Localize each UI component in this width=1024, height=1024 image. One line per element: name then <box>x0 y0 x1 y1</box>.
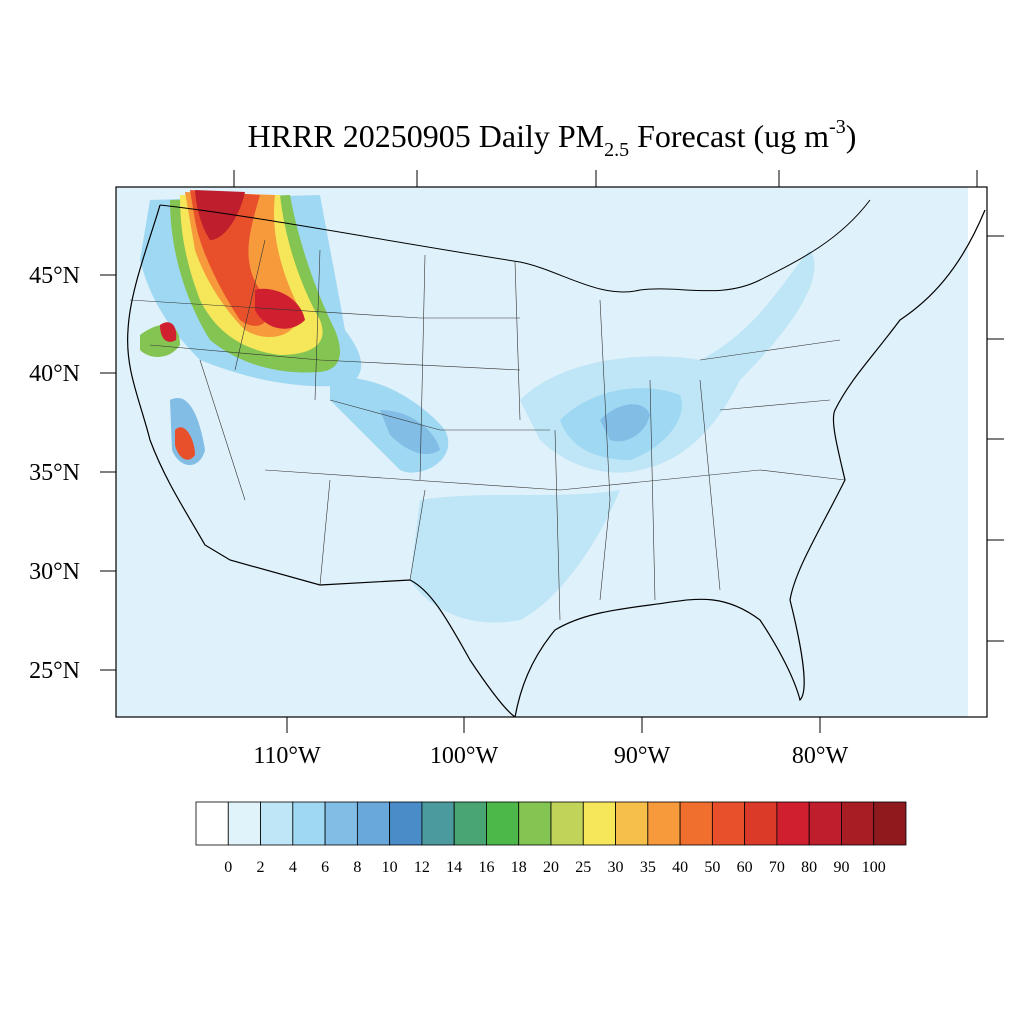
map <box>116 187 986 717</box>
colorbar-box <box>389 801 423 846</box>
colorbar-box <box>550 801 584 846</box>
lon-label: 80°W <box>792 743 849 769</box>
colorbar-label: 18 <box>511 859 527 876</box>
colorbar-label: 50 <box>704 859 720 876</box>
field-region <box>160 322 177 342</box>
colorbar-label: 70 <box>769 859 785 876</box>
title-rest: Forecast (ug m <box>637 118 829 154</box>
colorbar-box <box>292 801 326 846</box>
colorbar-label: 35 <box>640 859 656 876</box>
colorbar-box <box>518 801 552 846</box>
colorbar-box <box>711 801 746 846</box>
border <box>159 199 871 293</box>
field-region <box>410 490 620 623</box>
colorbar-label: 60 <box>737 859 753 876</box>
field-region <box>195 190 245 240</box>
colorbar-box <box>744 801 778 846</box>
coastline <box>127 204 986 717</box>
lat-label: 35°N <box>29 460 80 486</box>
colorbar-box <box>453 801 487 846</box>
map-frame <box>115 186 988 718</box>
lon-label: 100°W <box>430 743 499 769</box>
colorbar-label: 12 <box>414 859 430 876</box>
lon-label: 110°W <box>253 743 321 769</box>
colorbar-label: 20 <box>543 859 559 876</box>
colorbar-box <box>841 801 875 846</box>
colorbar-label: 8 <box>353 859 361 876</box>
colorbar-box <box>421 801 455 846</box>
colorbar-box <box>356 801 391 846</box>
colorbar-box <box>227 801 261 846</box>
colorbar-box <box>486 801 520 846</box>
field-region <box>175 427 195 460</box>
colorbar-label: 30 <box>608 859 624 876</box>
colorbar-box <box>260 801 294 846</box>
lat-label: 40°N <box>29 361 80 387</box>
colorbar-label: 4 <box>289 859 297 876</box>
title: HRRR 20250905 Daily PM2.5 Forecast (ug m-… <box>248 116 857 161</box>
colorbar-label: 40 <box>672 859 688 876</box>
colorbar-label: 0 <box>224 859 232 876</box>
colorbar-box <box>679 801 713 846</box>
title-end: ) <box>846 118 857 154</box>
colorbar-box <box>615 801 649 846</box>
field-region <box>380 410 440 455</box>
colorbar-box <box>808 801 842 846</box>
colorbar-label: 10 <box>382 859 398 876</box>
title-sup: -3 <box>829 116 846 138</box>
colorbar-label: 25 <box>575 859 591 876</box>
lon-label: 90°W <box>614 743 671 769</box>
colorbar-label: 100 <box>862 859 886 876</box>
colorbar-label: 80 <box>801 859 817 876</box>
colorbar-box <box>195 801 229 846</box>
colorbar-label: 2 <box>257 859 265 876</box>
colorbar-label: 16 <box>478 859 494 876</box>
lat-label: 45°N <box>29 263 80 289</box>
title-main: HRRR 20250905 Daily PM <box>248 118 604 154</box>
map-ticks <box>100 170 1004 733</box>
field-region <box>600 404 650 442</box>
colorbar-box <box>324 801 358 846</box>
field-region <box>255 288 305 329</box>
state-lines <box>129 239 846 621</box>
colorbar-box <box>776 801 810 846</box>
colorbar-label: 6 <box>321 859 329 876</box>
colorbar-box <box>647 801 681 846</box>
colorbar-box <box>873 801 907 846</box>
colorbar-label: 14 <box>446 859 462 876</box>
lat-label: 30°N <box>29 559 80 585</box>
colorbar-box <box>582 801 616 846</box>
lat-label: 25°N <box>29 658 80 684</box>
title-sub: 2.5 <box>604 139 629 161</box>
colorbar-label: 90 <box>833 859 849 876</box>
